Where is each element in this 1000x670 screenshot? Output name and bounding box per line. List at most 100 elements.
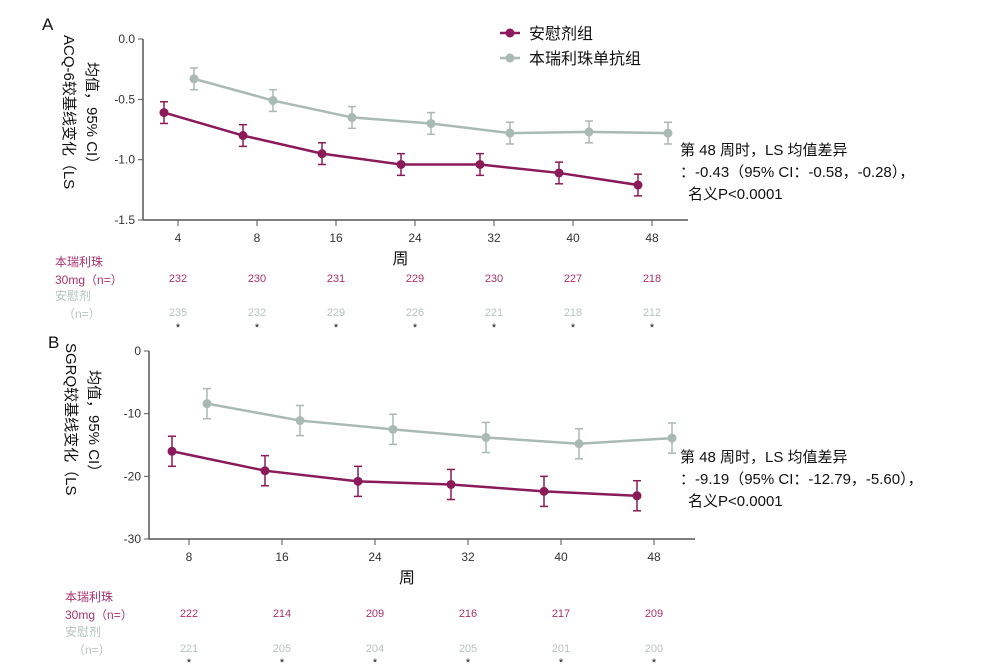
significance-marker: *: [255, 322, 260, 334]
y-tick-label: -20: [124, 469, 142, 483]
data-point: [663, 128, 673, 138]
x-axis-tick-label: 8: [186, 550, 193, 564]
x-axis-tick-label: 48: [645, 231, 659, 245]
series-line: [206, 402, 673, 445]
significance-marker: *: [187, 657, 192, 669]
data-point: [317, 149, 327, 159]
data-point: [295, 416, 305, 426]
data-point: [584, 127, 594, 137]
table-cell: 230: [485, 273, 503, 285]
significance-marker: *: [652, 657, 657, 669]
data-point: [481, 432, 491, 442]
table-row-label: 30mg（n=）: [65, 608, 133, 622]
panel-label: A: [42, 15, 54, 34]
data-point: [505, 128, 515, 138]
table-row-label: （n=）: [63, 307, 101, 321]
x-axis-tick-label: 24: [368, 550, 382, 564]
x-axis-tick-label: 16: [275, 550, 289, 564]
annotation-line: 第 48 周时，LS 均值差异: [680, 449, 848, 466]
y-axis-title: 均值，95% CI）: [83, 62, 100, 171]
y-tick-label: -1.0: [114, 153, 135, 167]
data-point: [426, 118, 436, 128]
x-axis-tick-label: 32: [461, 550, 475, 564]
y-tick-label: -1.5: [114, 213, 135, 227]
y-tick-label: -10: [124, 407, 142, 421]
table-cell: 229: [327, 307, 345, 319]
annotation-line: 第 48 周时，LS 均值差异: [680, 142, 848, 159]
table-cell: 235: [169, 307, 187, 319]
significance-marker: *: [571, 322, 576, 334]
table-cell: 212: [643, 307, 661, 319]
x-axis-tick-label: 48: [647, 550, 661, 564]
data-point: [396, 159, 406, 169]
data-point: [347, 112, 357, 122]
x-axis-tick-label: 40: [554, 550, 568, 564]
annotation-a: 第 48 周时，LS 均值差异 ：-0.43（95% CI：-0.58，-0.2…: [680, 140, 914, 206]
table-cell: 209: [366, 608, 384, 620]
y-tick-label: 0: [134, 344, 141, 358]
table-cell: 205: [273, 643, 291, 655]
annotation-line: ：-0.43（95% CI：-0.58，-0.28），: [680, 164, 915, 181]
significance-marker: *: [373, 657, 378, 669]
data-point: [667, 433, 677, 443]
legend-marker: [505, 53, 515, 63]
annotation-b: 第 48 周时，LS 均值差异 ：-9.19（95% CI：-12.79，-5.…: [680, 447, 923, 513]
y-axis-title: SGRQ较基线变化（LS: [62, 343, 80, 496]
table-cell: 216: [459, 608, 477, 620]
table-cell: 232: [169, 273, 187, 285]
table-cell: 231: [327, 273, 345, 285]
data-point: [388, 424, 398, 434]
annotation-line: 名义P<0.0001: [688, 493, 783, 510]
table-row-label: （n=）: [73, 643, 111, 657]
table-cell: 227: [564, 273, 582, 285]
significance-marker: *: [176, 322, 181, 334]
significance-marker: *: [650, 322, 655, 334]
data-point: [189, 74, 199, 84]
significance-marker: *: [413, 322, 418, 334]
data-point: [446, 479, 456, 489]
data-point: [159, 108, 169, 118]
table-cell: 226: [406, 307, 424, 319]
x-axis-tick-label: 4: [175, 231, 182, 245]
annotation-line: ：-9.19（95% CI：-12.79，-5.60），: [680, 471, 923, 488]
x-axis-tick-label: 32: [487, 231, 501, 245]
y-tick-label: -30: [124, 532, 142, 546]
panel-label: B: [48, 333, 59, 352]
x-axis-tick-label: 40: [566, 231, 580, 245]
table-row-label: 安慰剂: [55, 288, 91, 303]
table-cell: 218: [643, 273, 661, 285]
data-point: [574, 439, 584, 449]
data-point: [554, 168, 564, 178]
table-cell: 230: [248, 273, 266, 285]
y-axis-title: 均值，95% CI）: [85, 370, 102, 479]
table-cell: 222: [180, 608, 198, 620]
table-cell: 217: [552, 608, 570, 620]
data-point: [633, 180, 643, 190]
table-row-label: 本瑞利珠: [65, 590, 113, 604]
data-point: [353, 476, 363, 486]
data-point: [238, 131, 248, 141]
data-point: [632, 491, 642, 501]
table-row-label: 30mg（n=）: [55, 273, 123, 287]
table-cell: 204: [366, 643, 384, 655]
series-line: [171, 450, 638, 498]
significance-marker: *: [559, 657, 564, 669]
significance-marker: *: [334, 322, 339, 334]
x-axis-tick-label: 24: [408, 231, 422, 245]
data-point: [539, 486, 549, 496]
table-cell: 209: [645, 608, 663, 620]
x-axis-tick-label: 16: [329, 231, 343, 245]
table-cell: 232: [248, 307, 266, 319]
table-cell: 229: [406, 273, 424, 285]
legend-label: 安慰剂组: [529, 25, 593, 43]
table-cell: 200: [645, 643, 663, 655]
table-cell: 218: [564, 307, 582, 319]
table-cell: 214: [273, 608, 291, 620]
x-axis-title: 周: [392, 251, 408, 268]
table-cell: 205: [459, 643, 477, 655]
legend-marker: [505, 28, 515, 38]
table-row-label: 本瑞利珠: [55, 255, 103, 269]
table-cell: 221: [180, 643, 198, 655]
